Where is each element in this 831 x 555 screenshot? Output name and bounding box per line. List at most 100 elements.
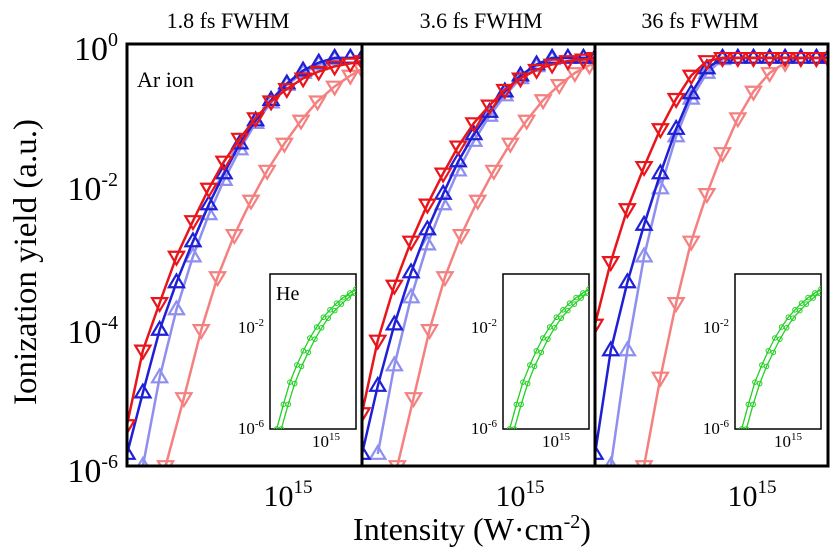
panel-2-light-red-down-triangle-marker-1 [404, 392, 424, 409]
panel-2-red-down-triangle-marker-2 [384, 279, 404, 296]
panel-1-blue-up-triangle-marker-6 [214, 163, 234, 180]
panel-3-red-down-triangle-marker-8 [712, 51, 733, 69]
panel-2-inset-green-circle-1-marker-12 [586, 286, 589, 292]
panel-3-inset-green-circle-2-line [745, 292, 820, 429]
panel-3-red-down-triangle-marker-4 [650, 123, 670, 140]
panel-3-red-down-triangle-marker-7 [697, 55, 717, 72]
panel-3-red-down-triangle-marker-6 [681, 69, 701, 86]
panel-2: 3.6 fs FWHM 1015 10-2 10-6 1015 [360, 8, 597, 513]
panel-2-inset-green-circle-2-marker-9 [571, 301, 578, 307]
panel-2-red-down-triangle-marker-7 [464, 117, 484, 134]
panel-3-light-red-down-triangle-marker-2 [666, 296, 686, 314]
panel-3-frame [593, 42, 830, 468]
panel-3-blue-up-triangle-marker-9 [728, 47, 748, 64]
panel-3-inset-green-circle-2-marker-2 [756, 380, 763, 387]
panel-2-light-red-down-triangle-marker-8 [517, 114, 537, 131]
panel-3-inset-green-circle-1-marker-2 [752, 379, 758, 385]
panel-1-light-blue-up-triangle-marker-1 [150, 367, 170, 384]
panel-3-light-red-down-triangle-marker-7 [743, 85, 763, 102]
y-tick-labels: 100 10-2 10-4 10-6 [67, 29, 118, 490]
panel-1-inset-green-circle-1-marker-2 [287, 379, 293, 385]
panel-2-blue-up-triangle-marker-5 [433, 183, 453, 200]
panel-1-red-down-triangle-marker-12 [309, 65, 329, 82]
panel-3-inset-green-circle-1-marker-5 [772, 335, 778, 341]
panel-1-light-blue-up-triangle-marker-0 [136, 455, 149, 466]
panel-3-inset-green-circle-1-marker-4 [765, 348, 772, 354]
panel-1-red-down-triangle-marker-5 [199, 182, 219, 199]
panel-2-light-red-down-triangle-marker-2 [419, 324, 440, 341]
panel-3-x-tick-label: 1015 [728, 477, 777, 513]
panel-3-red-down-triangle-marker-12 [775, 51, 795, 69]
panel-2-light-blue-up-triangle-marker-2 [401, 287, 421, 304]
panel-3-blue-up-triangle-marker-8 [712, 47, 733, 64]
panel-1-blue-up-triangle-marker-13 [325, 47, 345, 64]
panel-1-inset-green-circle-2-marker-10 [345, 295, 351, 301]
panel-1-inset-green-circle-2-marker-6 [318, 325, 325, 331]
y-tick-label-1: 10-2 [67, 169, 118, 208]
panel-3-inset-green-circle-1-marker-0 [738, 426, 745, 429]
panel-3-red-down-triangle-marker-3 [634, 160, 654, 178]
panel-3-blue-up-triangle-marker-7 [697, 58, 717, 75]
panel-2-red-down-triangle-marker-6 [448, 140, 468, 157]
panel-2-inset-green-circle-1-marker-0 [506, 426, 513, 429]
panel-2-red-down-triangle-marker-11 [527, 63, 547, 80]
panel-1-inset-green-circle-2-marker-3 [298, 363, 305, 370]
panel-2-inset-green-circle-2-line [513, 292, 588, 429]
panel-1-inset-green-circle-1-marker-6 [313, 324, 320, 330]
panel-3-light-red-down-triangle-marker-8 [760, 67, 780, 84]
panel-1-annotation: Ar ion [137, 67, 194, 92]
panel-1-blue-up-triangle-marker-1 [133, 382, 153, 399]
panel-1-light-red-down-triangle-marker-10 [325, 80, 345, 97]
panel-3-inset-xtick: 1015 [774, 431, 803, 451]
panel-3-blue-up-triangle-marker-10 [743, 47, 763, 64]
panel-1-blue-up-triangle-marker-5 [199, 194, 219, 211]
panel-1-inset-green-circle-2-marker-0 [278, 426, 285, 429]
panel-1-light-red-down-triangle-marker-12 [352, 63, 362, 80]
panel-1-red-down-triangle-marker-11 [293, 72, 313, 89]
panel-3-series [595, 47, 828, 466]
panel-3-inset-green-circle-2-marker-10 [810, 295, 816, 301]
panel-2-light-red-down-triangle-marker-11 [565, 67, 585, 84]
panel-3-blue-up-triangle-marker-15 [818, 47, 828, 64]
panel-2-blue-up-triangle-marker-14 [573, 47, 593, 64]
panel-2-red-down-triangle-marker-13 [558, 55, 578, 72]
panel-2-light-red-down-triangle-marker-0 [387, 460, 407, 466]
panel-2-inset-green-circle-2-marker-10 [578, 295, 584, 301]
panel-2-light-red-down-triangle-marker-4 [451, 228, 471, 246]
panel-3-inset-green-circle-1-marker-6 [778, 324, 785, 330]
panel-3-inset-green-circle-1-marker-12 [818, 286, 821, 292]
panel-2-light-red-down-triangle-marker-10 [549, 79, 569, 96]
panel-1-inset-ytick-0: 10-2 [238, 317, 264, 337]
panel-3-light-blue-up-triangle-marker-1 [617, 340, 637, 357]
panel-1-light-red-down-triangle-line [164, 68, 362, 466]
panel-2-light-red-down-triangle-marker-3 [435, 271, 455, 288]
panel-1-inset: He 10-2 10-6 1015 [238, 273, 357, 451]
panel-2-inset-green-circle-2-marker-1 [518, 401, 524, 408]
panel-1-red-down-triangle-marker-10 [277, 82, 297, 100]
panel-1-light-red-down-triangle-marker-7 [274, 137, 294, 154]
panel-1-inset-green-circle-2-line [280, 292, 355, 429]
panel-1-blue-up-triangle-marker-11 [293, 60, 313, 77]
panel-2-inset-green-circle-2-marker-2 [524, 380, 531, 387]
panel-1-inset-green-circle-1-marker-12 [353, 286, 356, 292]
panel-1-light-red-down-triangle-marker-2 [191, 324, 211, 341]
panel-2-light-red-down-triangle-marker-5 [468, 194, 488, 211]
panel-1-title: 1.8 fs FWHM [167, 8, 290, 33]
panel-2-inset-series [506, 286, 589, 429]
panel-2-inset-green-circle-2-marker-3 [531, 363, 538, 370]
panel-1-red-down-triangle-marker-3 [166, 250, 187, 267]
panel-3-blue-up-triangle-marker-11 [760, 47, 780, 64]
panel-2-x-tick-label: 1015 [496, 477, 545, 513]
panel-1-inset-green-circle-2-marker-4 [305, 349, 312, 356]
panel-3-light-red-down-triangle-marker-6 [728, 112, 748, 129]
panel-2-light-blue-up-triangle-marker-0 [368, 443, 388, 460]
panel-1-light-red-down-triangle-marker-3 [208, 271, 228, 288]
panel-1-red-down-triangle-line [127, 59, 362, 426]
panel-1-red-down-triangle-marker-2 [150, 296, 170, 314]
panel-3-red-down-triangle-marker-2 [617, 203, 637, 220]
panel-1-inset-green-circle-1-line [276, 288, 356, 429]
panel-2-inset-ytick-0: 10-2 [471, 317, 497, 337]
panel-1-red-down-triangle-marker-14 [340, 57, 360, 74]
panel-1-blue-up-triangle-marker-2 [150, 319, 170, 336]
panel-3-red-down-triangle-marker-10 [743, 51, 763, 69]
